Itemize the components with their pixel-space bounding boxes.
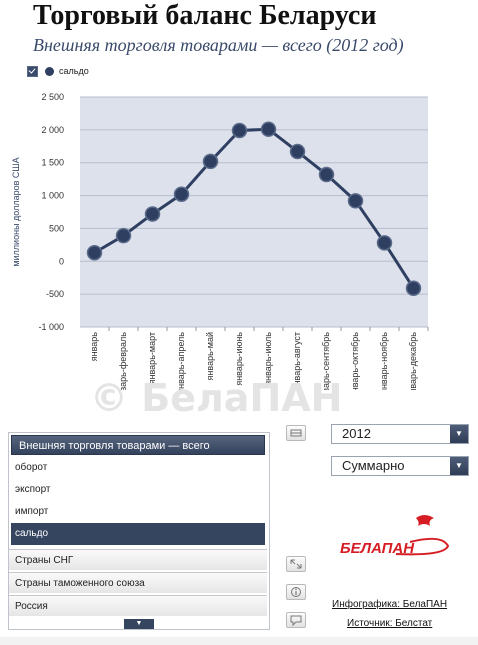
plot-area	[80, 97, 428, 327]
footer-bar	[0, 637, 478, 645]
x-tick-label: январь-май	[205, 332, 215, 380]
legend-label: сальдо	[59, 66, 89, 76]
y-tick-label: -1 000	[38, 322, 64, 332]
group-cis[interactable]: Страны СНГ	[9, 549, 267, 570]
x-tick-label: январь-декабрь	[408, 332, 418, 390]
expand-icon	[290, 559, 302, 569]
data-point	[144, 206, 161, 222]
y-tick-label: 500	[49, 223, 64, 233]
data-point	[260, 121, 277, 137]
info-button[interactable]	[286, 584, 306, 600]
x-tick-label: январь-ноябрь	[379, 332, 389, 390]
fullscreen-button[interactable]	[286, 556, 306, 572]
y-tick-label: 1 000	[41, 191, 64, 201]
data-point	[202, 153, 219, 170]
page-title: Торговый баланс Беларуси	[33, 0, 377, 31]
x-tick-label: январь-июнь	[234, 332, 244, 386]
watermark: © БелаПАН	[90, 376, 343, 420]
indicator-panel-header[interactable]: Внешняя торговля товарами — всего	[11, 435, 265, 455]
group-customs-union[interactable]: Страны таможенного союза	[9, 572, 267, 593]
chevron-down-icon: ▼	[450, 425, 468, 443]
data-point	[347, 193, 364, 209]
indicator-option-oborot[interactable]: оборот	[15, 462, 48, 473]
comment-button[interactable]	[286, 612, 306, 628]
data-point	[173, 186, 190, 203]
y-tick-label: -500	[46, 289, 64, 299]
legend-checkbox[interactable]	[27, 65, 38, 77]
x-tick-label: январь-февраль	[118, 332, 128, 390]
source-credit-link[interactable]: Источник: Белстат	[347, 618, 433, 629]
x-tick-label: январь	[89, 332, 99, 362]
chevron-down-icon: ▼	[450, 457, 468, 475]
table-view-button[interactable]	[286, 425, 306, 441]
data-point	[115, 227, 132, 244]
logo-text: БЕЛАПАН	[340, 540, 415, 557]
data-point	[405, 280, 422, 296]
y-tick-label: 1 500	[41, 158, 64, 168]
x-tick-label: январь-апрель	[176, 332, 186, 390]
indicator-option-import[interactable]: импорт	[15, 506, 49, 517]
data-point	[376, 235, 393, 251]
infographic-credit-link[interactable]: Инфографика: БелаПАН	[332, 599, 448, 610]
indicator-options: оборот экспорт импорт сальдо	[11, 457, 265, 545]
x-tick-label: январь-октябрь	[350, 332, 360, 390]
indicator-panel: Внешняя торговля товарами — всего оборот…	[8, 432, 270, 630]
scroll-down-icon[interactable]: ▼	[124, 619, 154, 629]
mode-select[interactable]: Суммарно ▼	[331, 456, 469, 476]
mode-select-value: Суммарно	[342, 458, 405, 473]
belapan-logo: БЕЛАПАН	[340, 515, 450, 557]
year-select[interactable]: 2012 ▼	[331, 424, 469, 444]
y-tick-label: 2 000	[41, 125, 64, 135]
data-point	[231, 122, 248, 139]
x-tick-label: январь-август	[292, 332, 302, 390]
indicator-option-export[interactable]: экспорт	[15, 484, 51, 495]
y-tick-label: 0	[59, 256, 64, 266]
group-russia[interactable]: Россия	[9, 595, 267, 616]
page-subtitle: Внешняя торговля товарами — всего (2012 …	[33, 35, 404, 55]
table-icon	[290, 429, 302, 437]
line-chart: 2 500 2 000 1 500 1 000 500 0 -500 -1 000 январь…	[11, 92, 429, 390]
data-point	[86, 244, 103, 261]
indicator-option-saldo[interactable]: сальдо	[11, 523, 265, 545]
info-icon	[291, 587, 301, 597]
chart-legend: сальдо	[27, 64, 89, 78]
x-tick-label: январь-сентябрь	[321, 332, 331, 390]
data-point	[289, 143, 306, 160]
y-axis-label: миллионы долларов США	[11, 157, 21, 266]
comment-icon	[290, 615, 302, 627]
x-tick-label: январь-июль	[263, 332, 273, 386]
data-point	[318, 166, 335, 183]
y-tick-label: 2 500	[41, 92, 64, 102]
legend-marker-icon	[45, 66, 54, 76]
year-select-value: 2012	[342, 426, 371, 441]
x-tick-label: январь-март	[147, 332, 157, 384]
